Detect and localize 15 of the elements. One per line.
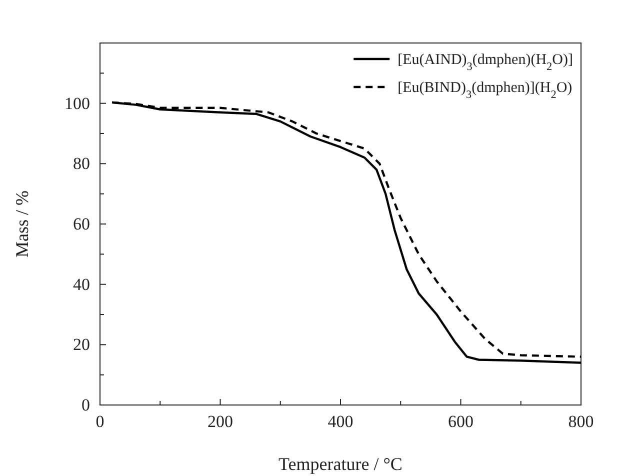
x-tick-label: 400 xyxy=(328,412,354,432)
y-axis-title: Mass / % xyxy=(12,190,32,258)
legend-label: [Eu(AIND)$_{3}$(dmphen)(H$_{2}$O)] xyxy=(398,52,573,73)
x-tick-label: 800 xyxy=(568,412,594,432)
y-tick-label: 80 xyxy=(73,154,90,174)
legend-label: [Eu(BIND)$_{3}$(dmphen)](H$_{2}$O) xyxy=(398,80,572,101)
x-tick-label: 600 xyxy=(448,412,474,432)
y-tick-label: 0 xyxy=(82,395,90,414)
y-tick-label: 60 xyxy=(73,214,90,234)
x-tick-label: 0 xyxy=(96,412,104,432)
x-axis-title: Temperature / °C xyxy=(278,454,402,474)
y-tick-label: 100 xyxy=(64,94,90,113)
x-tick-label: 200 xyxy=(208,412,233,432)
y-tick-label: 40 xyxy=(73,274,90,294)
y-tick-label: 20 xyxy=(73,335,90,354)
